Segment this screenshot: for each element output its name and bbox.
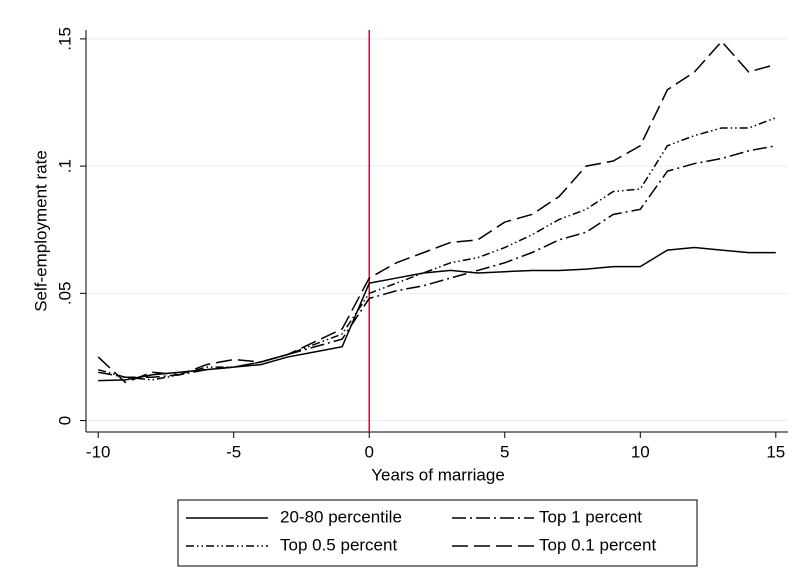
y-tick-label: .1 xyxy=(55,159,74,173)
x-axis-label: Years of marriage xyxy=(371,465,505,484)
y-tick-label: 0 xyxy=(55,416,74,425)
x-tick-label: -5 xyxy=(226,442,241,461)
legend-label: Top 0.5 percent xyxy=(280,535,397,554)
x-tick-label: 10 xyxy=(631,442,650,461)
x-tick-label: 15 xyxy=(766,442,785,461)
y-tick-label: .15 xyxy=(55,27,74,51)
x-tick-label: -10 xyxy=(86,442,111,461)
series-line xyxy=(98,145,776,379)
series-line xyxy=(97,117,777,381)
y-tick-label: .05 xyxy=(55,282,74,306)
legend-label: Top 0.1 percent xyxy=(539,535,656,554)
legend-box xyxy=(177,499,698,567)
y-axis-label: Self-employment rate xyxy=(31,150,50,312)
x-tick-label: 5 xyxy=(500,442,509,461)
legend-label: Top 1 percent xyxy=(539,507,642,526)
series-line xyxy=(97,40,777,384)
x-tick-label: 0 xyxy=(365,442,374,461)
legend-label: 20-80 percentile xyxy=(280,507,402,526)
